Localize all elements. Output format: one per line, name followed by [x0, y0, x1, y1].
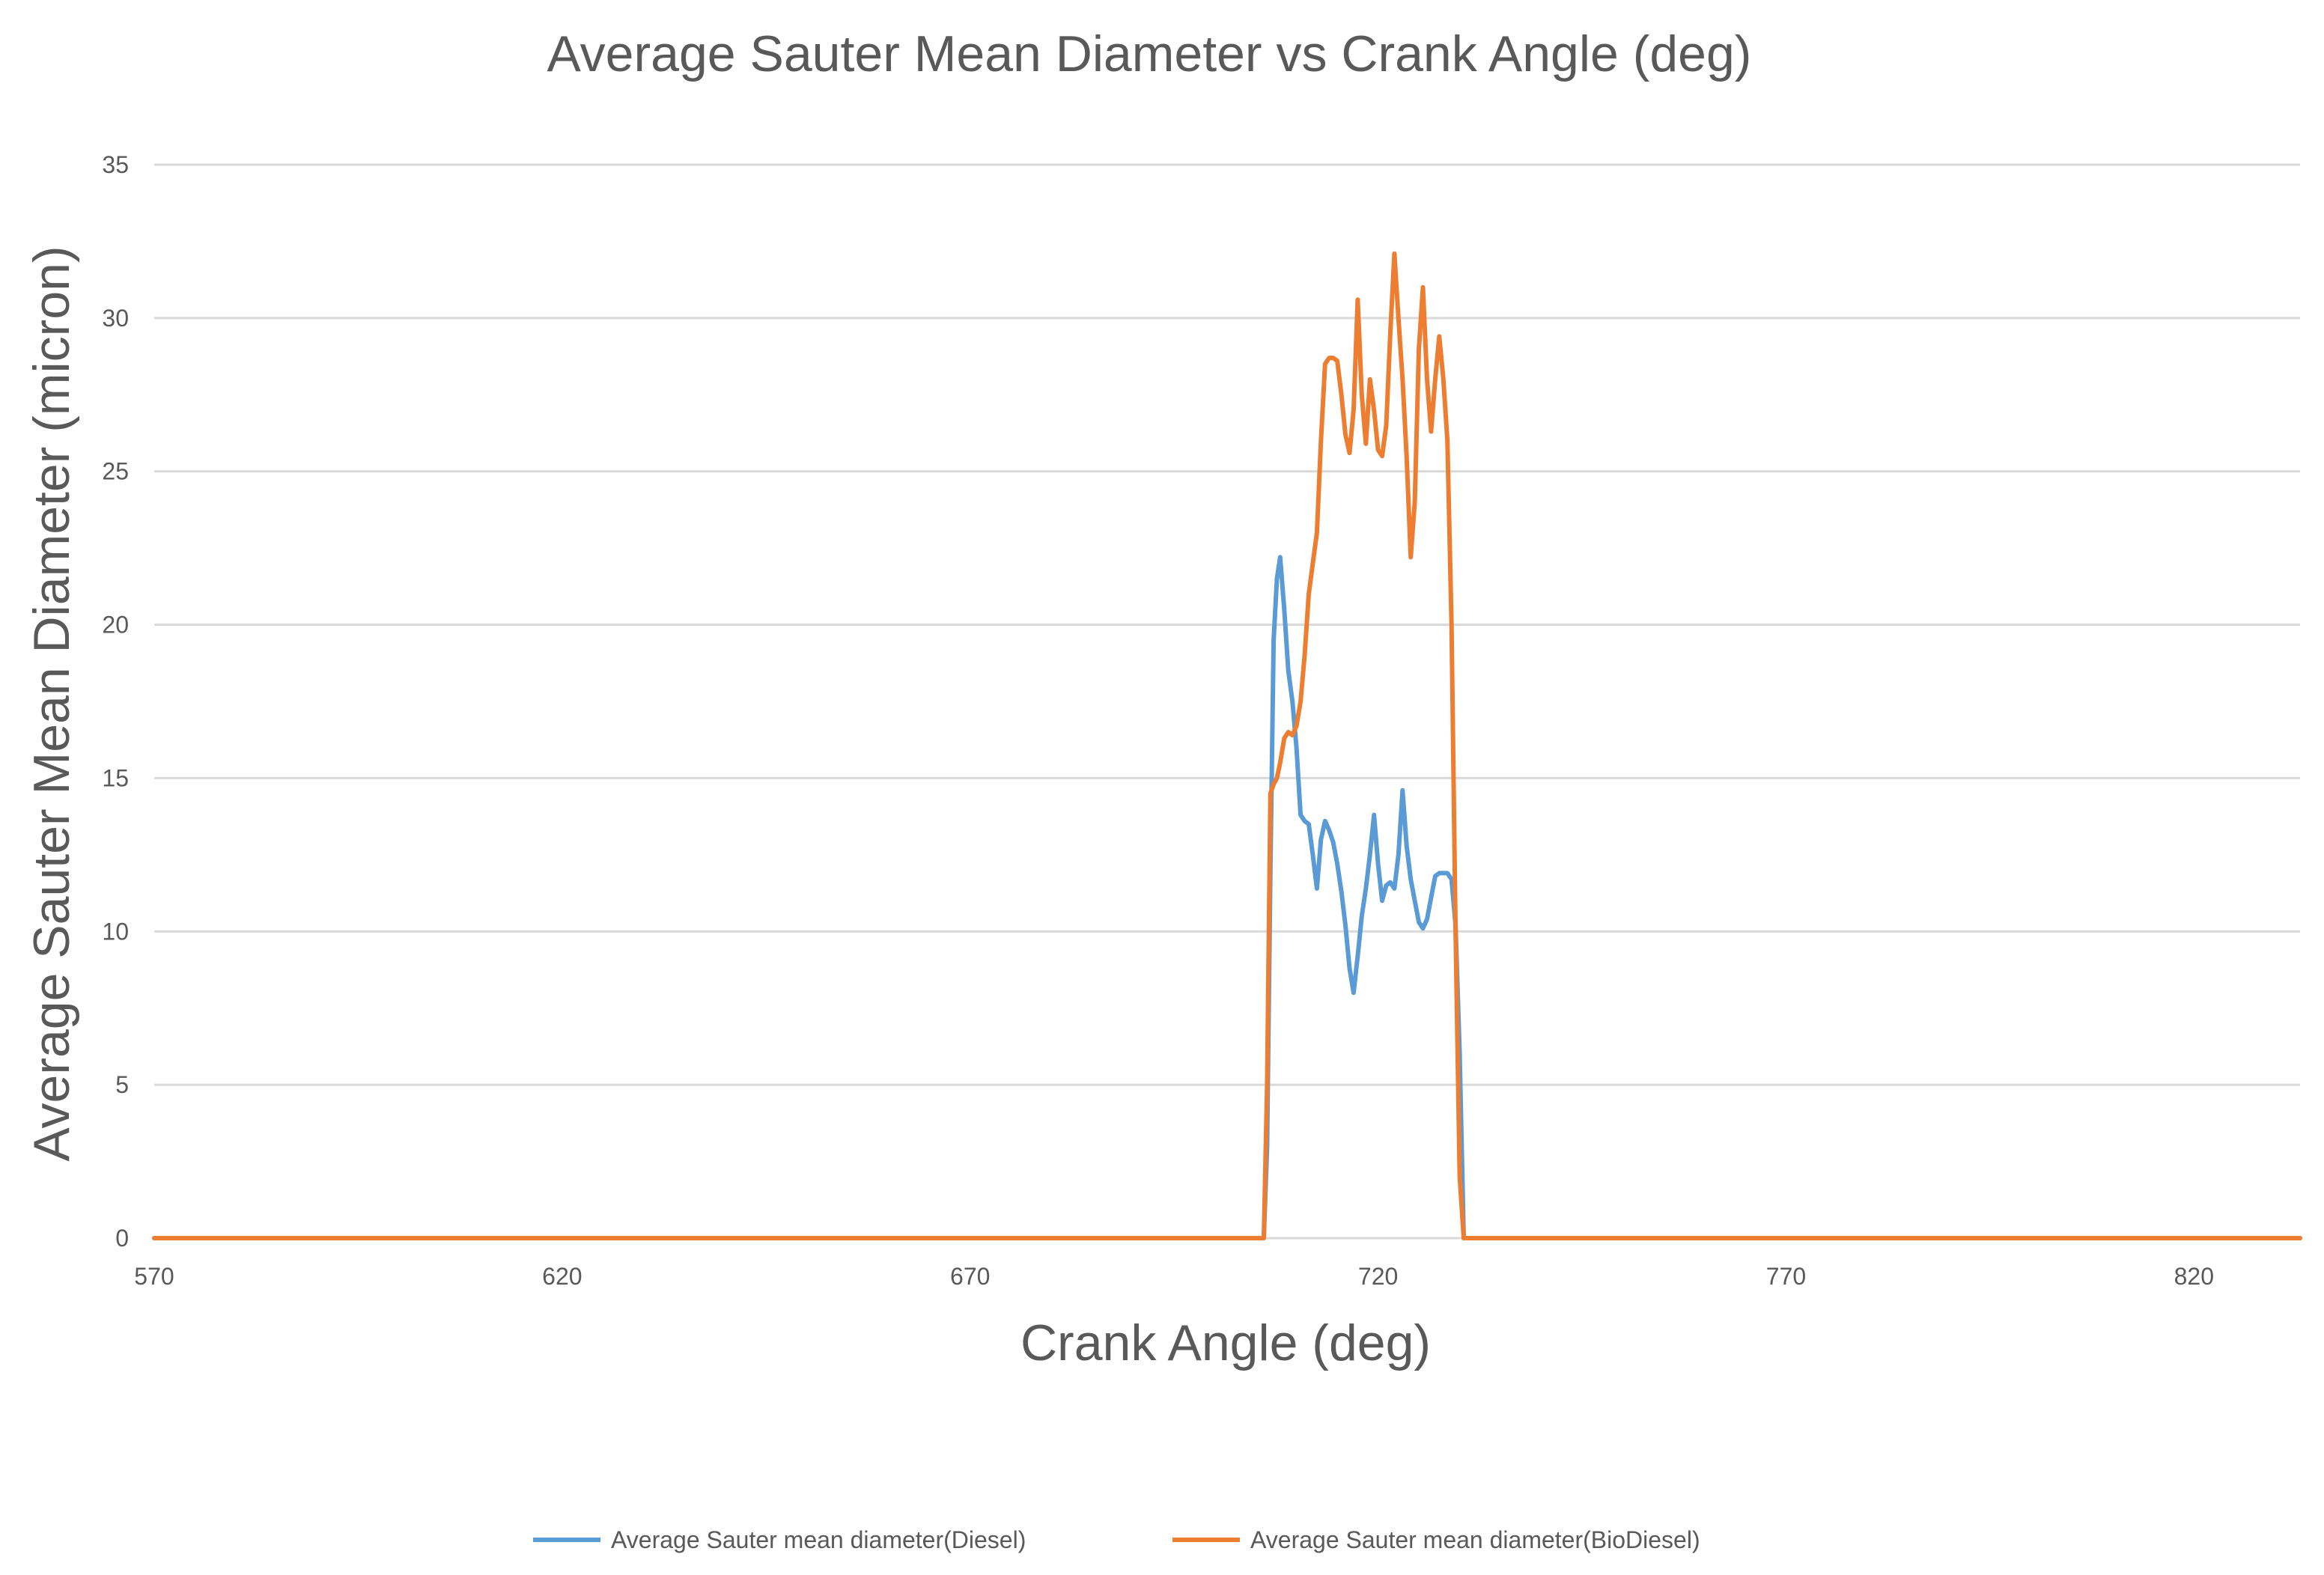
x-tick-label: 570 [134, 1263, 174, 1290]
y-tick-label: 30 [102, 305, 129, 332]
x-axis-title: Crank Angle (deg) [1020, 1314, 1431, 1371]
y-tick-label: 25 [102, 458, 129, 485]
legend-label: Average Sauter mean diameter(Diesel) [611, 1526, 1026, 1553]
x-tick-label: 620 [542, 1263, 582, 1290]
chart-title: Average Sauter Mean Diameter vs Crank An… [547, 25, 1752, 82]
x-axis-ticks: 570 620 670 720 770 820 [134, 1263, 2214, 1290]
y-tick-label: 20 [102, 612, 129, 639]
x-tick-label: 770 [1766, 1263, 1806, 1290]
y-axis-title: Average Sauter Mean Diameter (micron) [23, 246, 80, 1161]
legend: Average Sauter mean diameter(Diesel) Aver… [533, 1526, 1700, 1553]
y-tick-label: 15 [102, 764, 129, 791]
x-tick-label: 820 [2174, 1263, 2214, 1290]
y-tick-label: 0 [115, 1225, 129, 1252]
y-tick-label: 10 [102, 918, 129, 945]
x-tick-label: 670 [950, 1263, 990, 1290]
legend-label: Average Sauter mean diameter(BioDiesel) [1250, 1526, 1700, 1553]
y-axis-ticks: 0 5 10 15 20 25 30 35 [102, 151, 129, 1252]
y-tick-label: 35 [102, 151, 129, 178]
series-line-biodiesel [152, 251, 2302, 1240]
series-line-diesel [152, 555, 2302, 1240]
y-tick-label: 5 [115, 1071, 129, 1098]
x-tick-label: 720 [1358, 1263, 1398, 1290]
series-lines [152, 251, 2302, 1240]
gridlines [154, 163, 2300, 1240]
